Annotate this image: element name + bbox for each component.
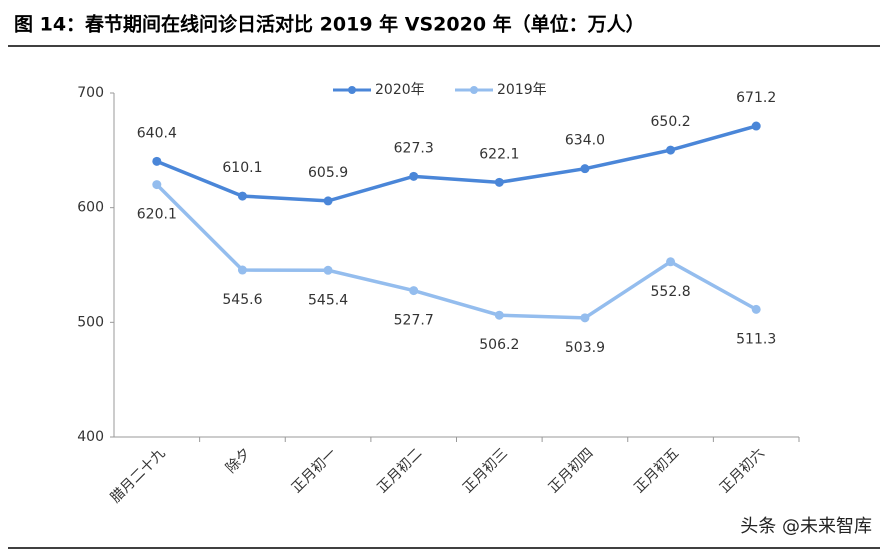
data-point [409, 171, 419, 181]
data-label: 610.1 [222, 160, 262, 176]
data-label: 671.2 [736, 90, 776, 106]
data-point [666, 145, 676, 155]
chart-title: 图 14：春节期间在线问诊日活对比 2019 年 VS2020 年（单位：万人） [14, 13, 645, 36]
data-point [580, 313, 590, 323]
data-point [237, 265, 247, 275]
x-tick-label: 正月初二 [374, 445, 426, 497]
x-tick-label: 正月初五 [631, 445, 683, 497]
y-tick-label: 700 [77, 85, 104, 101]
data-point [751, 304, 761, 314]
source: 头条 @未来智库 [740, 516, 872, 537]
data-label: 620.1 [137, 207, 177, 223]
data-label: 650.2 [651, 114, 691, 130]
data-label: 545.4 [308, 292, 348, 308]
series-line [156, 124, 757, 203]
y-tick-label: 400 [77, 429, 104, 445]
x-tick-label: 正月初一 [288, 445, 340, 497]
data-label: 503.9 [565, 340, 605, 356]
data-point [751, 121, 761, 131]
series-line [155, 183, 758, 320]
data-point [152, 180, 162, 190]
data-point [323, 196, 333, 206]
data-point [666, 257, 676, 267]
data-point [152, 156, 162, 166]
data-point [494, 177, 504, 187]
data-label: 527.7 [394, 313, 434, 329]
data-label: 511.3 [736, 331, 776, 347]
legend-marker [470, 86, 478, 94]
data-label: 627.3 [394, 140, 434, 156]
data-label: 622.1 [479, 146, 519, 162]
legend-label: 2019年 [497, 82, 547, 98]
data-label: 545.6 [222, 292, 262, 308]
y-tick-label: 600 [77, 200, 104, 216]
x-tick-label: 正月初四 [545, 445, 597, 497]
data-point [323, 265, 333, 275]
data-label: 634.0 [565, 133, 605, 149]
legend-label: 2020年 [375, 82, 425, 98]
data-point [237, 191, 247, 201]
data-label: 605.9 [308, 165, 348, 181]
x-tick-label: 正月初三 [459, 445, 511, 497]
y-tick-label: 500 [77, 314, 104, 330]
x-tick-label: 除夕 [223, 445, 254, 476]
data-label: 506.2 [479, 337, 519, 353]
data-label: 640.4 [137, 125, 177, 141]
data-point [409, 286, 419, 296]
legend-marker [348, 86, 356, 94]
x-tick-label: 腊月二十九 [108, 445, 169, 506]
data-label: 552.8 [651, 284, 691, 300]
data-point [494, 310, 504, 320]
x-tick-label: 正月初六 [716, 445, 768, 497]
data-point [580, 164, 590, 174]
